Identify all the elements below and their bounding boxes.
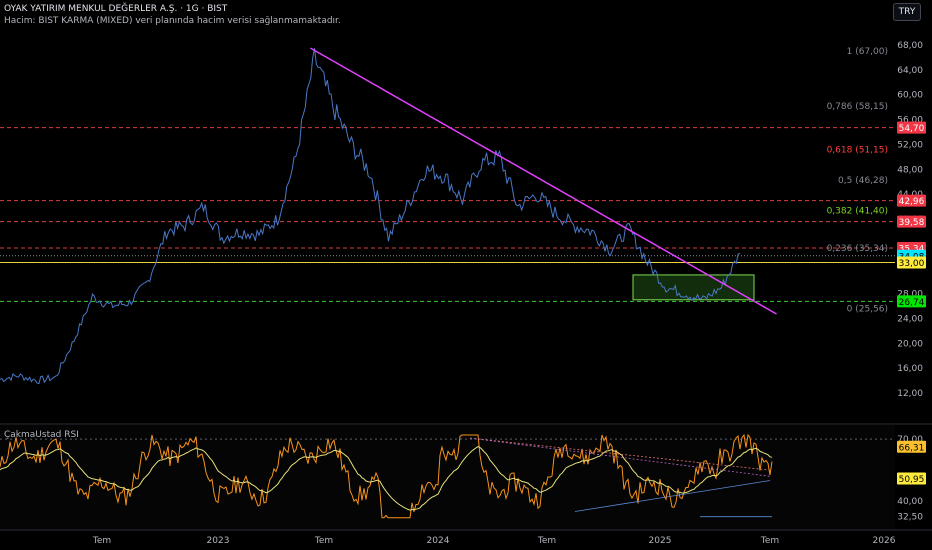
- price-badge-label: 39,58: [899, 218, 925, 228]
- x-tick-label: Tem: [760, 536, 779, 546]
- fib-level-label: 0,382 (41,40): [827, 206, 888, 216]
- rsi-ma-line: [0, 446, 773, 511]
- symbol-title[interactable]: OYAK YATIRIM MENKUL DEĞERLER A.Ş. · 1G ·…: [4, 4, 228, 14]
- fib-level-label: 0,5 (46,28): [838, 176, 888, 186]
- rsi-line: [0, 433, 773, 519]
- fib-level-label: 0,236 (35,34): [827, 244, 888, 254]
- rsi-tick-label: 32,50: [897, 513, 923, 523]
- rsi-badge: [897, 440, 926, 453]
- price-badge-label: 42,96: [899, 197, 925, 207]
- price-badge-label: 54,70: [899, 124, 925, 134]
- rsi-tick-label: 40,00: [897, 497, 923, 507]
- y-tick-label: 12,00: [897, 389, 923, 399]
- support-box: [632, 274, 755, 301]
- price-badge: [897, 194, 926, 207]
- y-tick-label: 24,00: [897, 314, 923, 324]
- x-tick-label: 2025: [649, 536, 672, 546]
- y-tick-label: 52,00: [897, 140, 923, 150]
- y-tick-label: 48,00: [897, 165, 923, 175]
- price-badge: [897, 295, 926, 308]
- fib-level-label: 0,618 (51,15): [827, 146, 888, 156]
- y-tick-label: 64,00: [897, 66, 923, 76]
- rsi-tick-label: 70,00: [897, 435, 923, 445]
- price-badge: [897, 256, 926, 269]
- y-tick-label: 56,00: [897, 116, 923, 126]
- fib-level-label: 0 (25,56): [847, 305, 888, 315]
- x-tick-label: Tem: [537, 536, 556, 546]
- volume-notice: Hacim: BIST KARMA (MIXED) veri planında …: [4, 16, 341, 26]
- price-line: [0, 47, 741, 385]
- price-badge: [897, 121, 926, 134]
- rsi-badge: [897, 472, 926, 485]
- price-badge-label: 33,00: [899, 259, 925, 269]
- price-badge-label: 35,34: [899, 244, 925, 254]
- y-tick-label: 60,00: [897, 91, 923, 101]
- rsi-badge-label: 50,95: [899, 475, 925, 485]
- y-tick-label: 20,00: [897, 339, 923, 349]
- trendline[interactable]: [310, 47, 777, 315]
- divergence-line: [469, 437, 771, 477]
- rsi-badge-label: 66,31: [899, 443, 925, 453]
- fib-level-label: 1 (67,00): [847, 47, 888, 57]
- x-tick-label: Tem: [92, 536, 111, 546]
- fib-level-label: 0,786 (58,15): [827, 102, 888, 112]
- x-tick-label: 2024: [427, 536, 450, 546]
- y-tick-label: 16,00: [897, 364, 923, 374]
- x-tick-label: 2026: [873, 536, 896, 546]
- rsi-indicator-label[interactable]: ÇakmaUstad RSI: [4, 430, 79, 440]
- x-tick-label: Tem: [314, 536, 333, 546]
- y-tick-label: 68,00: [897, 41, 923, 51]
- price-badge-label: 26,74: [899, 298, 925, 308]
- x-tick-label: 2023: [207, 536, 230, 546]
- price-badge: [897, 215, 926, 228]
- y-tick-label: 28,00: [897, 290, 923, 300]
- currency-button[interactable]: TRY: [893, 3, 921, 21]
- divergence-line: [574, 480, 771, 512]
